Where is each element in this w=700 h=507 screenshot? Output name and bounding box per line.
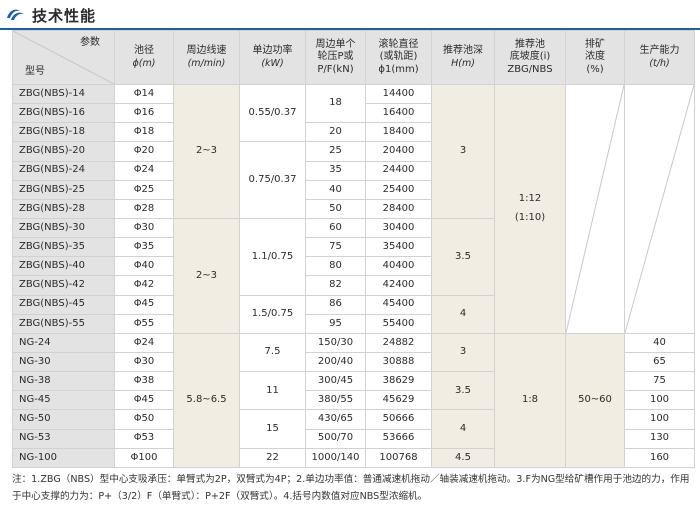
power-merged: 0.75/0.37 (239, 141, 306, 219)
table-row: NG-100 Φ100 22 1000/140 100768 4.5 160 (12, 447, 695, 469)
power-header: 单边功率 (kW) (239, 30, 306, 85)
technical-performance-table: 参数 型号 池径 ϕ(m) 周边线速 (m/min) 单边功率 (kW) 周边单个 轮压… (12, 30, 695, 469)
power-merged: 0.55/0.37 (239, 83, 306, 143)
table-row: ZBG(NBS)-45 Φ45 1.5/0.75 86 45400 4 (12, 294, 695, 334)
capacity-na (624, 84, 695, 334)
capacity-header: 生产能力 (t/h) (624, 30, 695, 85)
speed-merged: 2~3 (173, 217, 240, 334)
slope-header: 推荐池 底坡度(i) ZBG/NBS (494, 30, 566, 85)
depth-merged: 3 (431, 332, 495, 373)
table-row: ZBG(NBS)-25 Φ25 40 25400 (12, 179, 695, 200)
speed-merged: 2~3 (173, 84, 240, 219)
section-header: 技术性能 (4, 4, 96, 26)
table-row: NG-24 Φ24 5.8~6.5 7.5 150/30 24882 3 1:8… (12, 332, 695, 469)
table-row: NG-50 Φ50 15 430/65 50666 4 100 (12, 409, 695, 449)
footnote: 注：1.ZBG（NBS）型中心支吸承压：单臂式为2P，双臂式为4P；2.单边功率… (12, 474, 690, 502)
diameter-header: 池径 ϕ(m) (114, 30, 174, 85)
power-merged: 7.5 (239, 332, 306, 373)
slope-merged: 1:8 (494, 332, 566, 469)
table-row: ZBG(NBS)-18 Φ18 20 18400 (12, 122, 695, 143)
depth-merged: 4 (431, 294, 495, 334)
concentration-na (565, 84, 625, 334)
pressure-header: 周边单个 轮压P或 P/F(kN) (305, 30, 366, 85)
depth-merged: 3.5 (431, 371, 495, 411)
roller-header: 滚轮直径 (或轨距) ϕ1(mm) (365, 30, 432, 85)
power-merged: 1.1/0.75 (239, 217, 306, 296)
power-cell: 22 (239, 447, 306, 469)
concentration-header: 排矿 浓度 (%) (565, 30, 625, 85)
power-merged: 11 (239, 371, 306, 411)
param-model-header: 参数 型号 (12, 30, 115, 85)
speed-header: 周边线速 (m/min) (173, 30, 240, 85)
model-label: 型号 (25, 65, 45, 77)
depth-header: 推荐池深 H(m) (431, 30, 495, 85)
depth-cell: 4.5 (431, 447, 495, 469)
table-row: NG-45 Φ45 380/55 45629 100 (12, 390, 695, 411)
slope-merged: 1:12 (1:10) (494, 84, 566, 334)
table-row: ZBG(NBS)-35 Φ35 75 35400 (12, 237, 695, 258)
section-title: 技术性能 (32, 6, 97, 25)
depth-merged: 3 (431, 84, 495, 219)
table-row: ZBG(NBS)-28 Φ28 50 28400 (12, 198, 695, 219)
concentration-merged: 50~60 (565, 332, 625, 469)
table-row: ZBG(NBS)-40 Φ40 80 40400 (12, 256, 695, 277)
depth-merged: 4 (431, 409, 495, 449)
depth-merged: 3.5 (431, 217, 495, 296)
table-row: ZBG(NBS)-24 Φ24 35 24400 (12, 160, 695, 181)
table-row: ZBG(NBS)-14 Φ14 2~3 0.55/0.37 18 14400 3… (12, 83, 695, 334)
pressure-merged: 18 (305, 83, 366, 124)
param-label: 参数 (80, 37, 100, 48)
power-merged: 15 (239, 409, 306, 449)
header-divider (0, 28, 700, 30)
speed-merged: 5.8~6.5 (173, 332, 240, 469)
double-swoosh-logo-icon (7, 9, 24, 20)
table-row: NG-38 Φ38 11 300/45 38629 3.5 75 (12, 371, 695, 411)
power-merged: 1.5/0.75 (239, 294, 306, 334)
